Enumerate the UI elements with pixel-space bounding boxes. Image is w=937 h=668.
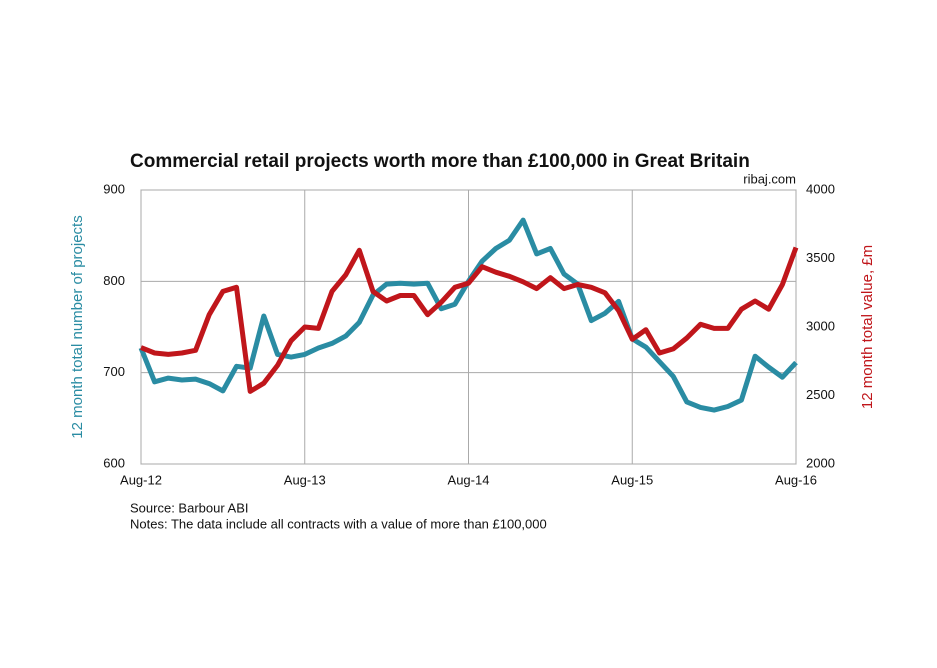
- y2-tick-label: 2500: [806, 387, 835, 402]
- x-tick-label: Aug-14: [448, 472, 490, 487]
- x-tick-label: Aug-15: [611, 472, 653, 487]
- y2-tick-label: 3000: [806, 318, 835, 333]
- y-tick-label: 900: [103, 181, 125, 196]
- y-axis-label: 12 month total number of projects: [69, 215, 86, 438]
- x-tick-label: Aug-13: [284, 472, 326, 487]
- y2-tick-label: 2000: [806, 455, 835, 470]
- y2-tick-label: 4000: [806, 181, 835, 196]
- subtitle: ribaj.com: [743, 171, 796, 186]
- notes: Notes: The data include all contracts wi…: [130, 516, 547, 531]
- x-tick-label: Aug-12: [120, 472, 162, 487]
- x-tick-label: Aug-16: [775, 472, 817, 487]
- y2-axis-label: 12 month total value, £m: [859, 245, 876, 409]
- chart-title: Commercial retail projects worth more th…: [130, 151, 750, 172]
- y-tick-label: 700: [103, 364, 125, 379]
- source: Source: Barbour ABI: [130, 500, 249, 515]
- y-tick-label: 800: [103, 273, 125, 288]
- y-tick-label: 600: [103, 455, 125, 470]
- y2-tick-label: 3500: [806, 250, 835, 265]
- series-line: [140, 246, 799, 394]
